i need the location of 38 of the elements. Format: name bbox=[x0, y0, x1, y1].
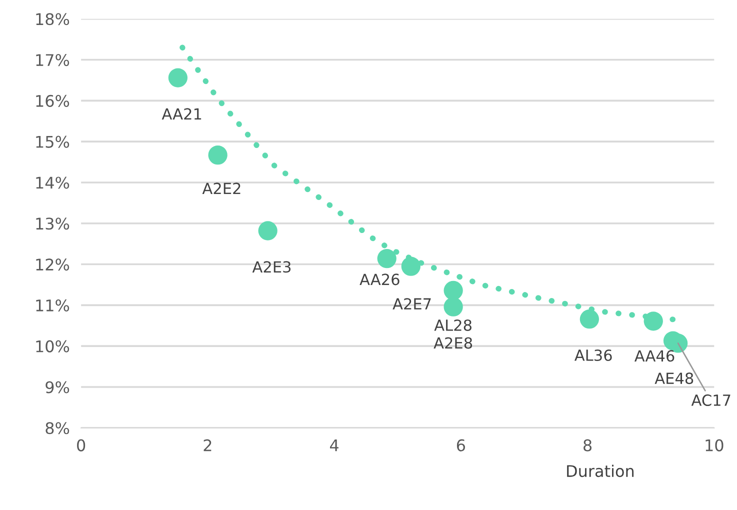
annotation: A2E3 bbox=[252, 261, 291, 273]
annotation: A2E8 bbox=[434, 337, 472, 349]
y-tick-label: 18% bbox=[36, 13, 70, 26]
y-tick-label: 9% bbox=[46, 381, 70, 394]
annotation: A2E7 bbox=[392, 298, 431, 310]
y-tick-label: 14% bbox=[36, 176, 70, 189]
x-tick-label: 8 bbox=[584, 439, 592, 452]
y-tick-label: 13% bbox=[36, 218, 70, 230]
annotation: AE48 bbox=[654, 372, 694, 384]
y-tick-label: 17% bbox=[36, 54, 70, 66]
x-tick-label: 10 bbox=[706, 439, 724, 452]
y-tick-label: 11% bbox=[36, 299, 70, 312]
annotation: AL36 bbox=[574, 349, 612, 362]
point bbox=[444, 280, 463, 300]
point bbox=[401, 256, 420, 276]
annotation: AA26 bbox=[360, 274, 400, 286]
y-tick-label: 10% bbox=[36, 340, 70, 352]
x-tick-label: 2 bbox=[204, 439, 212, 452]
point bbox=[377, 248, 396, 268]
point bbox=[208, 146, 228, 165]
annotation: AL28 bbox=[434, 319, 472, 332]
annotation: AA46 bbox=[634, 350, 674, 362]
x-axis-title: Duration bbox=[567, 464, 634, 478]
x-tick-label: 0 bbox=[77, 439, 86, 452]
point bbox=[168, 68, 188, 88]
y-tick-label: 12% bbox=[36, 258, 70, 271]
y-tick-label: 16% bbox=[36, 94, 70, 107]
x-tick-label: 4 bbox=[330, 439, 338, 452]
x-tick-label: 6 bbox=[456, 439, 465, 452]
y-tick-label: 8% bbox=[46, 422, 70, 434]
annotation: AC17 bbox=[691, 394, 730, 406]
y-tick-label: 15% bbox=[36, 136, 70, 148]
point bbox=[258, 221, 278, 240]
annotation: AA21 bbox=[162, 108, 202, 120]
point bbox=[580, 310, 600, 329]
annotation: A2E2 bbox=[202, 182, 240, 194]
point bbox=[444, 297, 463, 316]
point bbox=[644, 312, 663, 331]
